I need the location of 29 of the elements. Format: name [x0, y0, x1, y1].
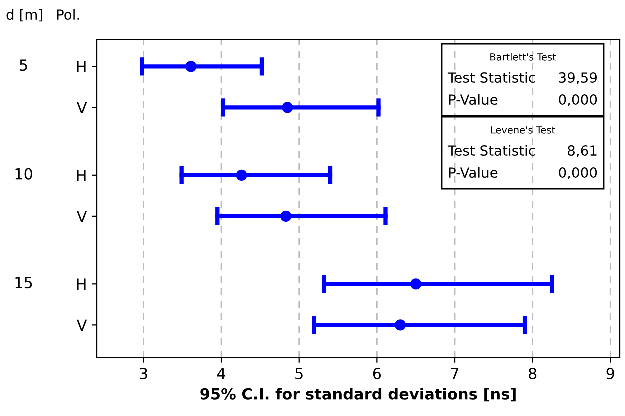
x-tick-label: 9 — [606, 368, 614, 380]
y-tick-label: V — [76, 102, 88, 114]
text: d [m] — [6, 9, 42, 22]
x-tick-label: 6 — [373, 368, 382, 380]
text: 5 — [20, 60, 28, 72]
y-tick-label: H — [77, 61, 86, 72]
annotation: P-Value — [449, 94, 498, 106]
x-tick-label: 5 — [296, 368, 303, 380]
text: Pol. — [57, 9, 80, 20]
annotation: Test Statistic — [448, 145, 536, 156]
y-tick-label: V — [76, 320, 88, 331]
annotation: 0,000 — [559, 94, 598, 106]
y-tick-label: V — [76, 211, 88, 222]
x-tick-label: 4 — [217, 368, 226, 380]
x-axis-title: 95% C.I. for standard deviations [ns] — [200, 388, 516, 402]
y-tick-label: H — [77, 170, 86, 182]
annotation: Bartlett's Test — [490, 53, 556, 61]
y-tick-label: H — [77, 278, 86, 290]
x-tick-label: 7 — [451, 368, 459, 380]
annotation: 0,000 — [559, 168, 598, 180]
annotation: 8,61 — [568, 146, 597, 158]
annotation: Test Statistic — [448, 72, 536, 84]
annotation: P-Value — [449, 167, 498, 178]
annotation: 39,59 — [559, 72, 598, 84]
text: 10 — [16, 168, 32, 180]
x-tick-label: 8 — [529, 368, 537, 380]
text: 15 — [16, 277, 32, 289]
x-tick-label: 3 — [140, 368, 148, 380]
annotation: Levene's Test — [491, 126, 556, 134]
